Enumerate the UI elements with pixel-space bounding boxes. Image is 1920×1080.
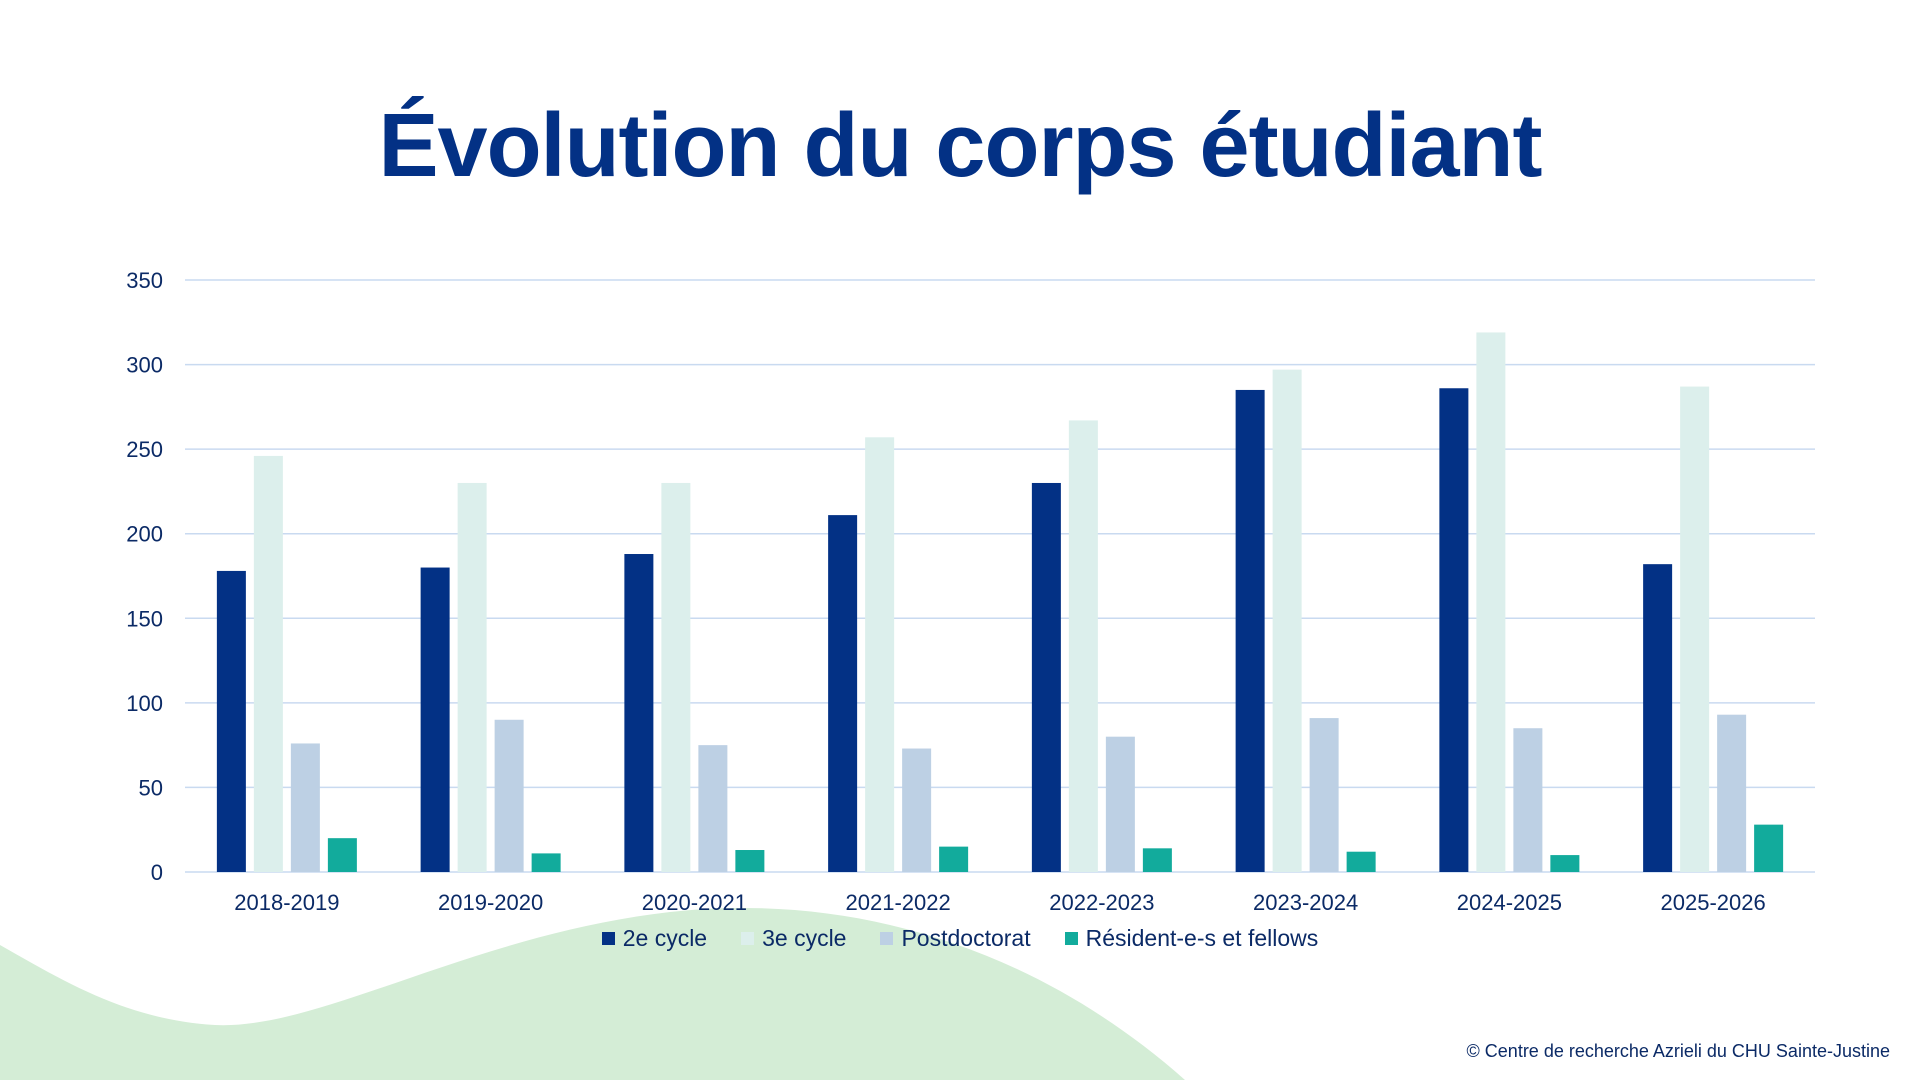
x-tick-label: 2025-2026 [1661, 890, 1766, 915]
x-tick-label: 2023-2024 [1253, 890, 1358, 915]
legend-swatch [1064, 932, 1078, 945]
chart-bars [216, 332, 1784, 872]
bar [1105, 736, 1135, 872]
bar [457, 482, 487, 872]
legend-label: 2e cycle [622, 925, 708, 951]
x-tick-label: 2020-2021 [642, 890, 747, 915]
legend-item: 2e cycle [601, 925, 708, 952]
legend-swatch [880, 932, 894, 945]
y-tick-label: 200 [126, 522, 163, 547]
chart-gridlines [185, 279, 1815, 873]
y-tick-label: 350 [126, 268, 163, 293]
bar [1717, 714, 1747, 872]
bar [327, 838, 357, 872]
bar [939, 846, 969, 872]
bar [290, 743, 320, 872]
y-tick-label: 50 [139, 775, 163, 800]
bar [1309, 718, 1339, 872]
y-tick-label: 150 [126, 606, 163, 631]
bar [698, 745, 728, 872]
legend-label: 3e cycle [762, 925, 847, 951]
bar [1235, 389, 1265, 872]
bar [1513, 728, 1543, 872]
bar [1068, 420, 1098, 872]
y-axis-ticks: 0 50 100 150 200 250 300 350 [126, 268, 163, 885]
bar [624, 554, 654, 872]
background-wave-shape [0, 907, 1185, 1080]
bar [531, 853, 561, 872]
bar [902, 748, 932, 872]
bar [661, 482, 691, 872]
bar [865, 437, 895, 872]
bar [216, 570, 246, 872]
legend-swatch [601, 932, 615, 945]
bar [1643, 564, 1673, 872]
bar [735, 850, 765, 872]
x-tick-label: 2024-2025 [1457, 890, 1562, 915]
bar [494, 719, 524, 872]
bar [1439, 388, 1469, 872]
legend-label: Postdoctorat [901, 925, 1031, 951]
x-tick-label: 2019-2020 [438, 890, 543, 915]
legend-item: Résident-e-s et fellows [1064, 925, 1319, 952]
chart-legend: 2e cycle 3e cycle Postdoctorat Résident-e-s… [0, 925, 1920, 952]
bar [1476, 332, 1506, 872]
bar [420, 567, 450, 872]
bar [828, 515, 858, 872]
y-tick-label: 300 [126, 353, 163, 378]
bar [1031, 482, 1061, 872]
bar [1550, 855, 1580, 872]
x-tick-label: 2022-2023 [1049, 890, 1154, 915]
y-tick-label: 250 [126, 437, 163, 462]
bar [1346, 851, 1376, 872]
bar [1272, 369, 1302, 872]
x-tick-label: 2021-2022 [846, 890, 951, 915]
y-tick-label: 0 [151, 860, 163, 885]
legend-label: Résident-e-s et fellows [1085, 925, 1319, 951]
page-title: Évolution du corps étudiant [378, 96, 1543, 196]
x-tick-label: 2018-2019 [234, 890, 339, 915]
bar [1754, 824, 1784, 872]
bar [253, 455, 283, 872]
y-tick-label: 100 [126, 691, 163, 716]
legend-item: Postdoctorat [880, 925, 1031, 952]
bar [1142, 848, 1172, 872]
legend-item: 3e cycle [741, 925, 846, 952]
bar [1680, 386, 1710, 872]
x-axis-ticks: 2018-2019 2019-2020 2020-2021 2021-2022 2022… [234, 890, 1765, 915]
legend-swatch [741, 932, 755, 945]
copyright-footer: © Centre de recherche Azrieli du CHU Sai… [1466, 1041, 1890, 1061]
